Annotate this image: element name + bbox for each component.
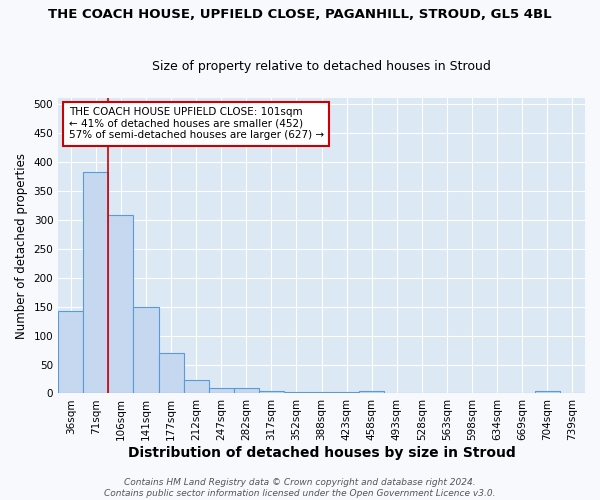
Bar <box>133 306 158 394</box>
Bar <box>535 390 560 394</box>
Bar <box>309 392 334 394</box>
Bar <box>334 392 359 394</box>
Text: Contains HM Land Registry data © Crown copyright and database right 2024.
Contai: Contains HM Land Registry data © Crown c… <box>104 478 496 498</box>
Bar <box>58 310 83 394</box>
X-axis label: Distribution of detached houses by size in Stroud: Distribution of detached houses by size … <box>128 446 515 460</box>
Text: THE COACH HOUSE UPFIELD CLOSE: 101sqm
← 41% of detached houses are smaller (452): THE COACH HOUSE UPFIELD CLOSE: 101sqm ← … <box>69 107 324 140</box>
Bar <box>359 390 385 394</box>
Bar <box>158 353 184 394</box>
Bar <box>109 215 133 394</box>
Bar <box>83 172 109 394</box>
Bar <box>284 392 309 394</box>
Bar <box>234 388 259 394</box>
Bar <box>184 380 209 394</box>
Bar <box>209 388 234 394</box>
Bar <box>259 390 284 394</box>
Y-axis label: Number of detached properties: Number of detached properties <box>15 153 28 339</box>
Text: THE COACH HOUSE, UPFIELD CLOSE, PAGANHILL, STROUD, GL5 4BL: THE COACH HOUSE, UPFIELD CLOSE, PAGANHIL… <box>48 8 552 20</box>
Title: Size of property relative to detached houses in Stroud: Size of property relative to detached ho… <box>152 60 491 74</box>
